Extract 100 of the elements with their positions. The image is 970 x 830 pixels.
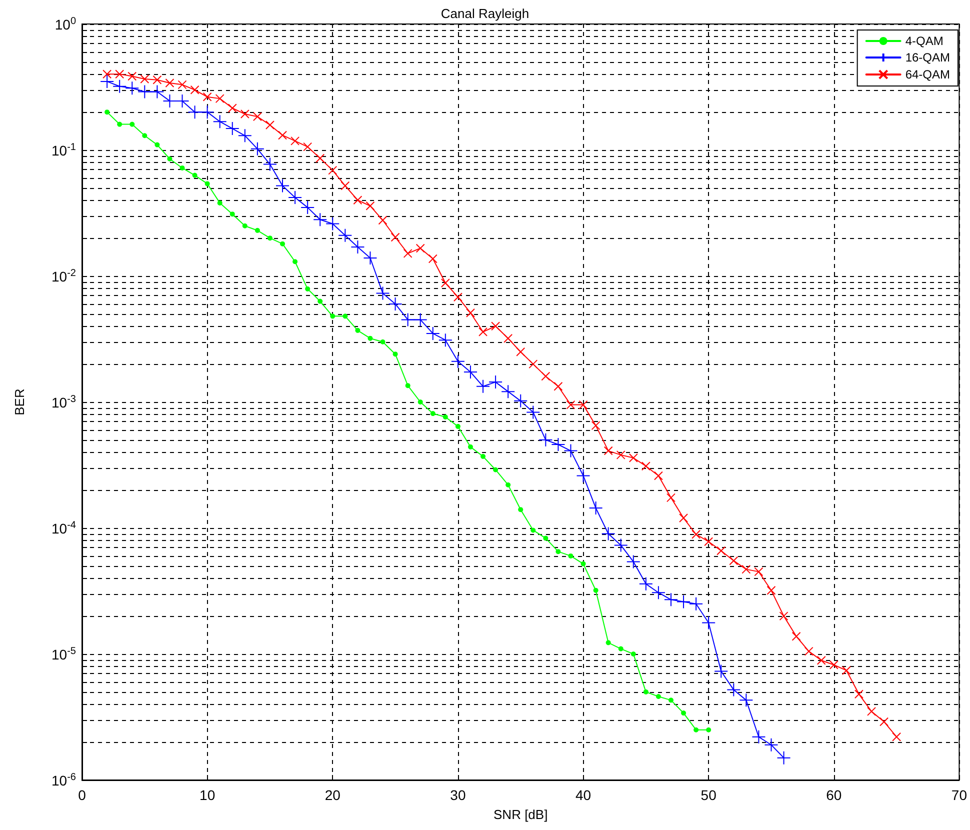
point [418,400,423,404]
point [313,212,328,227]
point [188,105,202,120]
point [138,84,152,99]
y-tick-label: 10$^{-5}$ [50,645,76,663]
point [681,710,686,716]
point [643,689,648,694]
y-tick-label: 10$^{-1}$ [50,141,76,159]
point [676,594,691,609]
point [112,79,127,94]
point [588,501,603,516]
legend-label: 64-QAM [905,68,950,82]
point [702,616,716,630]
point [726,682,741,697]
point [506,482,511,488]
point [250,142,264,156]
point [300,200,315,214]
point [501,384,516,399]
point [455,424,460,429]
point [593,588,598,593]
point [601,526,616,541]
point [392,352,398,357]
point [305,286,310,292]
x-tick-label: 60 [826,787,842,803]
point [463,365,478,380]
point [556,549,561,554]
point [630,652,636,656]
point [405,383,410,388]
point [689,596,704,611]
point [154,142,160,148]
point [100,74,114,88]
point [551,437,566,452]
point [242,223,248,228]
point [326,216,340,231]
point [493,467,498,472]
point [292,259,298,264]
point [276,178,290,193]
x-tick-label: 20 [324,787,341,803]
point [543,536,548,541]
y-tick-label: 10$^{0}$ [54,15,76,33]
point [142,133,148,138]
point [238,128,252,143]
y-axis-title: BER [12,388,27,416]
point [739,693,754,708]
point [538,432,553,447]
point [280,241,286,246]
point [426,326,440,340]
point [380,339,386,344]
point [776,750,791,765]
point [656,694,661,699]
point [225,122,240,136]
point [230,212,235,217]
point [764,738,778,752]
point [618,646,624,652]
x-tick-label: 0 [78,787,86,803]
point [480,454,486,459]
point [668,698,674,703]
point [476,379,490,394]
point [180,165,185,170]
point [350,240,365,254]
chart-title: Canal Rayleigh [440,6,530,21]
point [438,333,452,348]
point [752,730,766,744]
point [254,228,260,233]
point [518,507,524,512]
point [267,236,272,241]
point [514,394,528,408]
point [150,84,164,99]
point [167,156,172,162]
point [606,640,611,646]
x-tick-label: 40 [575,787,592,803]
point [413,312,428,327]
point [368,336,373,341]
point [580,561,586,566]
legend-label: 4-QAM [905,34,944,48]
y-tick-label: 10$^{-2}$ [50,267,76,285]
point [318,298,323,304]
point [430,411,436,416]
point [130,122,135,127]
point [400,312,415,327]
y-tick-label: 10$^{-3}$ [52,394,76,411]
point [363,250,378,265]
point [200,105,214,120]
point [526,405,540,420]
point [530,528,536,533]
point [651,586,666,600]
point [192,172,198,178]
point [217,200,222,206]
point [376,286,390,300]
point [262,157,277,172]
point [694,727,699,732]
point [714,664,728,678]
point [330,314,336,319]
x-axis-title: SNR [dB] [494,807,548,822]
point [442,414,448,420]
x-tick-label: 10 [200,787,216,803]
point [125,81,140,96]
y-tick-label: 10$^{-4}$ [50,519,76,537]
point [342,314,348,319]
point [488,375,503,390]
